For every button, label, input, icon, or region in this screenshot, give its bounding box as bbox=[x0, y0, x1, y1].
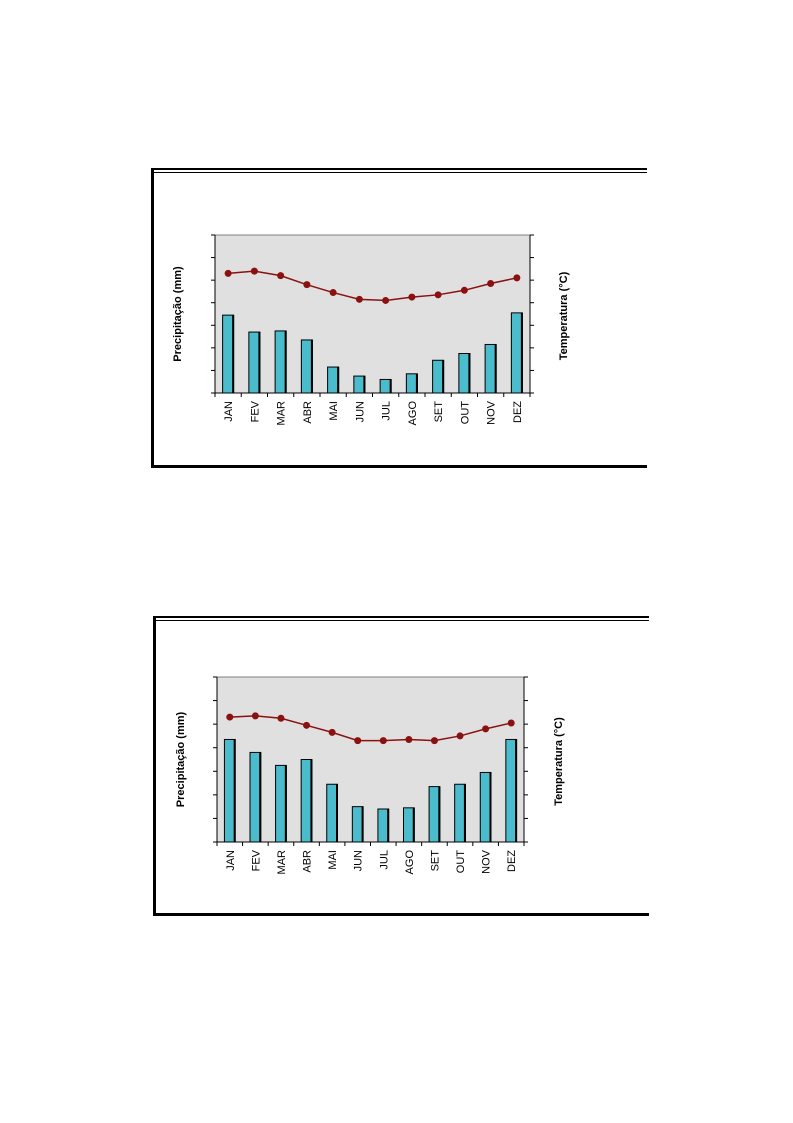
temperature-point bbox=[355, 295, 363, 303]
temperature-point bbox=[277, 714, 285, 722]
x-tick-label: NOV bbox=[481, 849, 493, 874]
temperature-point bbox=[250, 267, 258, 275]
y-axis-label: Precipitação (mm) bbox=[175, 711, 187, 807]
temperature-point bbox=[251, 712, 259, 720]
x-tick-label: SET bbox=[429, 850, 441, 872]
temperature-point bbox=[487, 280, 495, 288]
x-tick-label: JUN bbox=[354, 401, 366, 422]
temperature-point bbox=[430, 737, 438, 745]
precip-bar bbox=[351, 806, 364, 843]
x-tick-label: MAI bbox=[327, 850, 339, 870]
precip-bar bbox=[454, 783, 466, 843]
x-tick-label: ABR bbox=[302, 401, 314, 424]
x-tick-label: DEZ bbox=[506, 850, 518, 872]
x-tick-label: ABR bbox=[302, 850, 314, 873]
temperature-point bbox=[328, 728, 336, 736]
precip-bar bbox=[223, 738, 236, 843]
precip-bar bbox=[326, 783, 338, 843]
x-tick-label: DEZ bbox=[512, 401, 524, 423]
x-tick-label: OUT bbox=[459, 401, 471, 425]
temperature-point bbox=[482, 725, 490, 733]
temperature-point bbox=[460, 286, 468, 294]
temperature-point bbox=[513, 274, 521, 282]
temperature-point bbox=[434, 291, 442, 299]
temperature-point bbox=[408, 293, 416, 301]
x-tick-label: NOV bbox=[486, 400, 498, 425]
temperature-point bbox=[456, 732, 464, 740]
temperature-point bbox=[329, 289, 337, 297]
frame-inner-line bbox=[154, 172, 647, 173]
x-tick-label: MAR bbox=[276, 401, 288, 426]
temperature-point bbox=[303, 281, 311, 289]
temperature-point bbox=[379, 737, 387, 745]
y-axis-label: Precipitação (mm) bbox=[172, 266, 184, 362]
x-tick-label: JAN bbox=[223, 401, 235, 422]
x-tick-label: MAR bbox=[276, 850, 288, 875]
x-tick-label: JUL bbox=[381, 401, 393, 421]
frame-inner-line bbox=[156, 620, 649, 621]
precip-bar bbox=[403, 807, 415, 843]
precip-bar bbox=[377, 808, 390, 843]
temperature-line bbox=[228, 270, 518, 302]
precip-bar bbox=[428, 786, 441, 843]
temperature-point bbox=[382, 296, 390, 304]
temperature-point bbox=[224, 269, 232, 277]
temperature-point bbox=[277, 272, 285, 280]
temperature-point bbox=[226, 713, 234, 721]
precip-bar bbox=[249, 751, 262, 843]
x-tick-label: JUN bbox=[353, 850, 365, 871]
y2-axis-label: Temperatura (°C) bbox=[558, 271, 570, 360]
x-tick-label: MAI bbox=[328, 401, 340, 421]
x-tick-label: FEV bbox=[250, 849, 262, 871]
precip-bar bbox=[275, 764, 287, 843]
x-tick-label: FEV bbox=[249, 400, 261, 422]
y2-axis-label: Temperatura (°C) bbox=[553, 717, 565, 806]
temperature-point bbox=[405, 735, 413, 743]
plot-area bbox=[214, 234, 531, 394]
x-tick-label: JUL bbox=[378, 850, 390, 870]
precip-bar bbox=[505, 738, 518, 843]
x-tick-label: OUT bbox=[455, 850, 467, 874]
temperature-point bbox=[303, 721, 311, 729]
temperature-point bbox=[354, 737, 362, 745]
x-tick-label: AGO bbox=[404, 850, 416, 875]
temperature-line bbox=[229, 715, 512, 742]
temperature-point bbox=[507, 719, 515, 727]
x-tick-label: JAN bbox=[225, 850, 237, 871]
plot-area bbox=[216, 676, 525, 843]
precip-bar bbox=[300, 759, 313, 843]
x-tick-label: SET bbox=[433, 401, 445, 423]
x-tick-label: AGO bbox=[407, 401, 419, 426]
precip-bar bbox=[479, 771, 492, 843]
